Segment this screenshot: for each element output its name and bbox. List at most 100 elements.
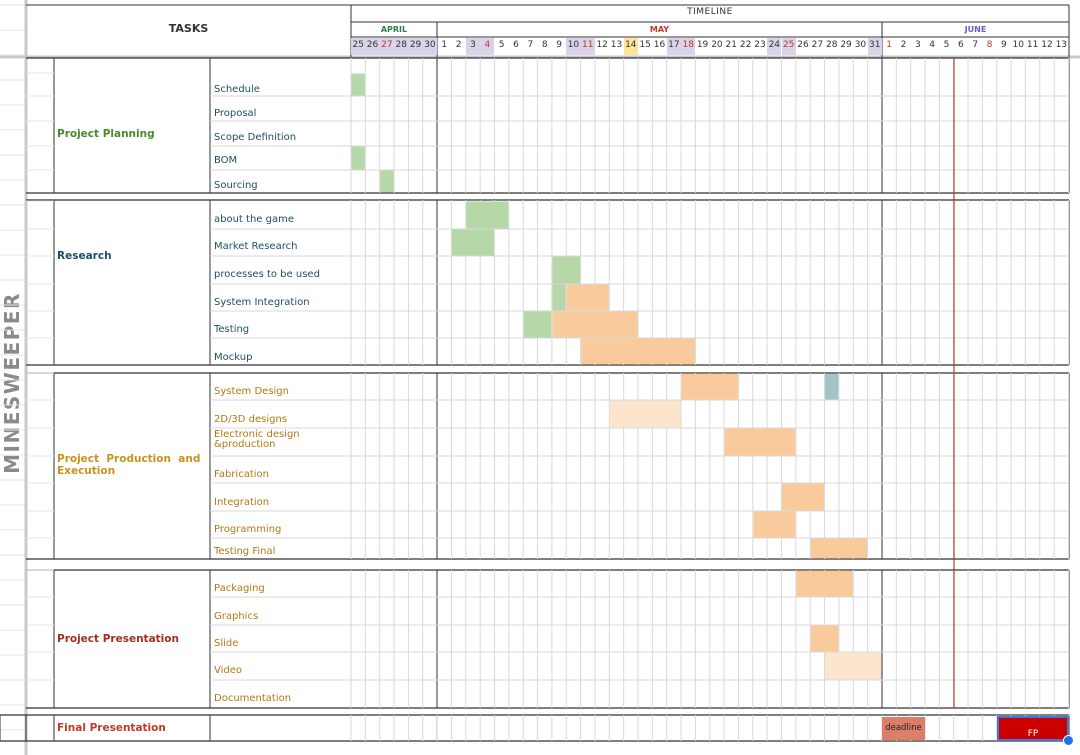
day-header-cell: 6 — [957, 40, 964, 50]
day-header-cell: 19 — [696, 40, 709, 50]
day-header-cell: 13 — [610, 40, 623, 50]
day-header-cell: 29 — [408, 38, 423, 55]
day-header-cell: 29 — [840, 40, 852, 50]
task-label: 2D/3D designs — [214, 414, 288, 425]
day-header-cell: 6 — [513, 40, 519, 50]
task-label: BOM — [214, 155, 238, 166]
day-header-cell: 7 — [972, 40, 979, 50]
gantt-bar — [581, 338, 695, 365]
task-label: Programming — [214, 524, 282, 535]
task-label: Electronic design &production — [214, 429, 300, 450]
day-header-cell: 5 — [498, 40, 505, 50]
phase-label-production: Project Production and Execution — [57, 453, 208, 477]
day-header-cell: 10 — [1012, 40, 1024, 50]
day-header-cell: 9 — [1001, 40, 1007, 50]
day-header-cell: 26 — [797, 40, 809, 50]
day-header-cell: 24 — [767, 38, 782, 55]
task-label: Sourcing — [214, 180, 258, 191]
task-label: Proposal — [214, 108, 257, 119]
day-header-cell: 16 — [653, 40, 666, 50]
day-header-cell: 18 — [681, 38, 696, 55]
day-header-cell: 27 — [811, 40, 824, 50]
phase-label-final: Final Presentation — [57, 722, 166, 734]
phase-label-planning: Project Planning — [57, 128, 155, 140]
gantt-bar — [681, 373, 738, 400]
day-header-cell: 7 — [527, 40, 534, 50]
day-header-cell: 8 — [541, 40, 548, 50]
gantt-bar — [825, 652, 882, 680]
month-june: JUNE — [964, 25, 987, 34]
day-header-cell: 4 — [480, 38, 495, 55]
day-header-cell: 26 — [365, 38, 380, 55]
task-label: Integration — [214, 497, 270, 508]
gantt-bar — [351, 146, 365, 170]
task-label: Schedule — [214, 84, 260, 95]
task-label: Mockup — [214, 352, 253, 363]
day-header-cell: 27 — [379, 38, 395, 55]
gantt-bar — [466, 201, 509, 229]
fp-bar[interactable]: FP — [997, 716, 1069, 741]
day-header-cell: 25 — [351, 38, 366, 55]
day-header-cell: 13 — [1055, 40, 1068, 50]
task-label: Fabrication — [214, 469, 269, 480]
task-label: Slide — [214, 638, 239, 649]
day-header-cell: 25 — [781, 38, 796, 55]
day-header-cell: 2 — [900, 40, 907, 50]
day-header-cell: 28 — [825, 40, 838, 50]
gantt-bar — [609, 400, 681, 428]
gantt-bar — [552, 284, 566, 311]
selection-handle[interactable] — [1063, 735, 1074, 746]
gantt-bar — [753, 511, 796, 538]
day-header-cell: 21 — [725, 40, 737, 50]
day-header-cell: 2 — [455, 40, 462, 50]
day-header-cell: 9 — [556, 40, 562, 50]
phase-label-presentation: Project Presentation — [57, 633, 179, 645]
day-header-cell: 1 — [886, 40, 892, 50]
day-header-cell: 1 — [441, 40, 448, 50]
day-header-cell: 22 — [739, 40, 752, 50]
task-label: about the game — [214, 214, 294, 225]
day-header-cell: 20 — [711, 40, 723, 50]
day-header-cell: 12 — [1041, 40, 1053, 50]
phase-label-research: Research — [57, 250, 112, 262]
task-label: Scope Definition — [214, 132, 297, 143]
gantt-bar — [380, 170, 394, 193]
day-header-cell: 15 — [639, 40, 651, 50]
tasks-header: TASKS — [168, 22, 209, 35]
gantt-bar — [523, 311, 552, 338]
day-header-cell: 23 — [754, 40, 766, 50]
day-header-cell: 31 — [867, 38, 882, 55]
day-header-cell: 28 — [394, 38, 409, 55]
day-header-cell: 8 — [986, 40, 993, 50]
day-header-cell: 14 — [623, 38, 638, 55]
day-header-cell: 5 — [943, 40, 950, 50]
day-header-cell: 17 — [666, 38, 682, 55]
task-label: Documentation — [214, 693, 292, 704]
timeline-header: TIMELINE — [687, 7, 733, 17]
month-april: APRIL — [380, 25, 408, 34]
gantt-bar — [796, 570, 853, 597]
task-label: System Integration — [214, 297, 310, 308]
day-header-cell: 12 — [596, 40, 608, 50]
day-header-cell: 3 — [914, 40, 921, 50]
gantt-bar — [810, 538, 868, 559]
gantt-bar — [552, 311, 638, 338]
day-header-cell: 4 — [929, 40, 936, 50]
day-header-cell: 10 — [566, 38, 581, 55]
gantt-bar — [724, 428, 796, 456]
gantt-bar — [552, 256, 581, 284]
gantt-bar — [451, 229, 494, 256]
day-header-cell: 30 — [854, 40, 867, 50]
day-header-cell: 3 — [465, 38, 481, 55]
task-label: Video — [214, 665, 243, 676]
gantt-bar — [351, 73, 365, 96]
task-label: Packaging — [214, 583, 265, 594]
gantt-bar — [825, 373, 839, 400]
day-header-cell: 11 — [1026, 40, 1039, 50]
task-label: processes to be used — [214, 269, 320, 280]
gantt-bar — [810, 625, 839, 652]
task-label: Market Research — [214, 241, 298, 252]
task-label: System Design — [214, 386, 289, 397]
